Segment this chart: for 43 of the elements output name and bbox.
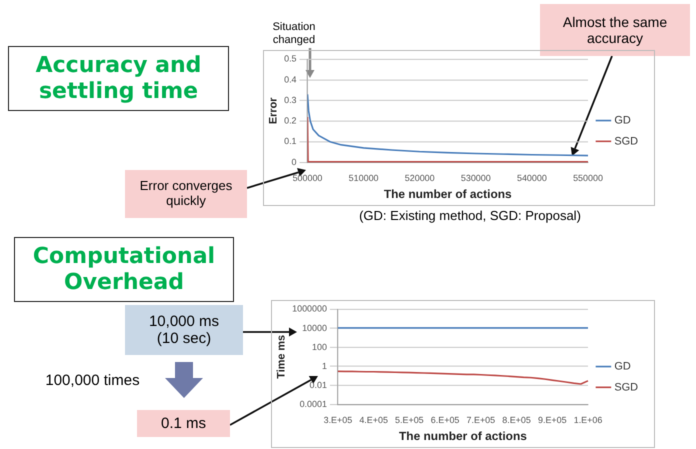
x-tick-label: 6.E+05 xyxy=(430,415,460,426)
x-tick-label: 7.E+05 xyxy=(466,415,496,426)
x-tick-label: 1.E+06 xyxy=(574,415,602,426)
x-tick-label: 520000 xyxy=(404,173,435,183)
y-tick-label: 100 xyxy=(312,342,327,352)
text: 100,000 times xyxy=(44,371,141,392)
y-tick-label: 0.3 xyxy=(284,95,297,105)
x-tick-label: 8.E+05 xyxy=(502,415,531,426)
text: Accuracy and settling time xyxy=(8,46,229,111)
x-tick-label: 530000 xyxy=(460,173,491,183)
y-tick-label: 1 xyxy=(322,360,327,371)
y-tick-label: 10000 xyxy=(302,322,327,333)
y-axis-title: Error xyxy=(268,96,280,124)
y-tick-label: 0.4 xyxy=(284,74,297,84)
x-tick-label: 510000 xyxy=(348,173,379,183)
y-tick-label: 0.01 xyxy=(310,380,327,390)
x-axis-title: The number of actions xyxy=(384,187,512,202)
text: Computational Overhead xyxy=(14,237,234,302)
legend-label: SGD xyxy=(614,135,638,148)
x-tick-label: 4.E+05 xyxy=(359,415,388,426)
text: Almost the same accuracy xyxy=(540,4,690,56)
x-tick-label: 500000 xyxy=(292,173,322,183)
text: (GD: Existing method, SGD: Proposal) xyxy=(358,207,582,225)
y-tick-label: 0.0001 xyxy=(300,398,327,409)
y-axis-title: Time ms xyxy=(276,334,288,379)
x-tick-label: 540000 xyxy=(516,173,547,183)
text: Situation changed xyxy=(272,20,316,48)
y-tick-label: 0.1 xyxy=(284,136,297,146)
legend-label: GD xyxy=(614,114,631,127)
y-tick-label: 0.2 xyxy=(284,116,297,126)
text: 10,000 ms (10 sec) xyxy=(125,305,243,355)
text: 0.1 ms xyxy=(137,410,230,437)
x-tick-label: 5.E+05 xyxy=(395,415,424,426)
text: Error converges quickly xyxy=(125,170,247,218)
y-tick-label: 0.5 xyxy=(284,54,297,64)
x-axis-title: The number of actions xyxy=(399,429,528,444)
y-tick-label: 0 xyxy=(292,156,297,167)
x-tick-label: 9.E+05 xyxy=(538,415,567,426)
x-tick-label: 550000 xyxy=(573,173,603,183)
legend-label: SGD xyxy=(614,381,638,394)
legend-label: GD xyxy=(614,360,631,373)
y-tick-label: 1000000 xyxy=(292,304,327,314)
x-tick-label: 3.E+05 xyxy=(324,415,352,426)
